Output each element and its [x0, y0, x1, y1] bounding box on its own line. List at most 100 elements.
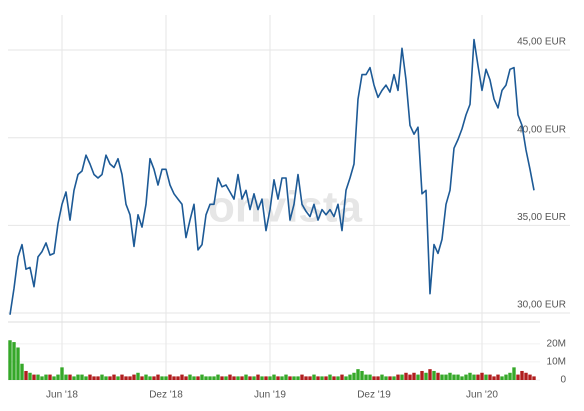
y-tick-label: 45,00 EUR: [517, 37, 566, 48]
volume-bar: [356, 369, 360, 380]
volume-bar: [484, 374, 488, 380]
x-tick-label: Jun '20: [466, 390, 498, 401]
volume-bar: [240, 376, 244, 380]
volume-bar: [8, 340, 12, 380]
volume-bar: [260, 376, 264, 380]
volume-bar: [60, 367, 64, 380]
volume-bar: [276, 376, 280, 380]
volume-bar: [404, 372, 408, 380]
volume-bar: [352, 372, 356, 380]
volume-bar: [332, 376, 336, 380]
volume-bar: [376, 376, 380, 380]
x-tick-label: Jun '19: [254, 390, 286, 401]
volume-bar: [284, 374, 288, 380]
volume-bar: [224, 376, 228, 380]
volume-bar: [416, 374, 420, 380]
volume-bar: [292, 376, 296, 380]
volume-bar: [524, 372, 528, 380]
volume-bar: [288, 376, 292, 380]
volume-bar: [468, 372, 472, 380]
volume-bar: [520, 370, 524, 380]
volume-bar: [476, 374, 480, 380]
volume-bar: [56, 374, 60, 380]
watermark: onvista: [208, 183, 363, 232]
volume-bar: [188, 374, 192, 380]
volume-bar: [364, 374, 368, 380]
volume-bar: [380, 374, 384, 380]
volume-bar: [252, 376, 256, 380]
volume-bar: [236, 376, 240, 380]
volume-bar: [432, 370, 436, 380]
volume-bar: [116, 376, 120, 380]
volume-bar: [368, 374, 372, 380]
volume-bar: [204, 376, 208, 380]
x-tick-label: Dez '18: [149, 390, 183, 401]
volume-bar: [168, 374, 172, 380]
volume-bar: [336, 376, 340, 380]
volume-bar: [244, 374, 248, 380]
volume-bar: [164, 376, 168, 380]
volume-bar: [256, 374, 260, 380]
volume-bar: [340, 374, 344, 380]
volume-bar: [80, 374, 84, 380]
volume-bar: [360, 370, 364, 380]
volume-bar: [452, 374, 456, 380]
volume-bar: [372, 376, 376, 380]
volume-bar: [88, 374, 92, 380]
volume-bar: [92, 376, 96, 380]
volume-bar: [228, 374, 232, 380]
volume-bar: [420, 370, 424, 380]
volume-bar: [300, 374, 304, 380]
volume-bar: [296, 376, 300, 380]
volume-bar: [512, 367, 516, 380]
volume-bar: [20, 363, 24, 380]
volume-bar: [52, 376, 56, 380]
volume-bar: [316, 376, 320, 380]
volume-bar: [180, 374, 184, 380]
volume-bar: [348, 374, 352, 380]
volume-bar: [444, 374, 448, 380]
volume-bar: [324, 376, 328, 380]
volume-bar: [84, 376, 88, 380]
volume-bar: [76, 374, 80, 380]
volume-bar: [480, 372, 484, 380]
volume-bar: [440, 374, 444, 380]
volume-bar: [132, 374, 136, 380]
volume-bar: [280, 376, 284, 380]
volume-bar: [328, 374, 332, 380]
volume-bar: [144, 374, 148, 380]
price-line: [9, 38, 535, 315]
volume-bar: [320, 376, 324, 380]
volume-bar: [72, 376, 76, 380]
volume-tick-label: 0: [560, 375, 566, 386]
volume-bar: [152, 376, 156, 380]
volume-bar: [384, 376, 388, 380]
volume-bar: [108, 376, 112, 380]
volume-bar: [192, 376, 196, 380]
volume-bar: [112, 374, 116, 380]
volume-bar: [128, 376, 132, 380]
volume-bar: [428, 369, 432, 380]
volume-bar: [184, 376, 188, 380]
volume-bar: [156, 374, 160, 380]
volume-bar: [308, 376, 312, 380]
volume-bar: [392, 376, 396, 380]
volume-bar: [200, 374, 204, 380]
volume-bar: [408, 374, 412, 380]
volume-bar: [400, 374, 404, 380]
volume-bar: [448, 372, 452, 380]
volume-bar: [388, 376, 392, 380]
y-tick-label: 30,00 EUR: [517, 300, 566, 311]
volume-bar: [508, 372, 512, 380]
volume-bar: [32, 374, 36, 380]
volume-bar: [272, 374, 276, 380]
volume-bar: [44, 374, 48, 380]
volume-bar: [176, 376, 180, 380]
volume-bar: [528, 374, 532, 380]
volume-bar: [216, 374, 220, 380]
volume-bar: [312, 374, 316, 380]
volume-bar: [136, 372, 140, 380]
volume-bar: [492, 376, 496, 380]
volume-bar: [516, 374, 520, 380]
